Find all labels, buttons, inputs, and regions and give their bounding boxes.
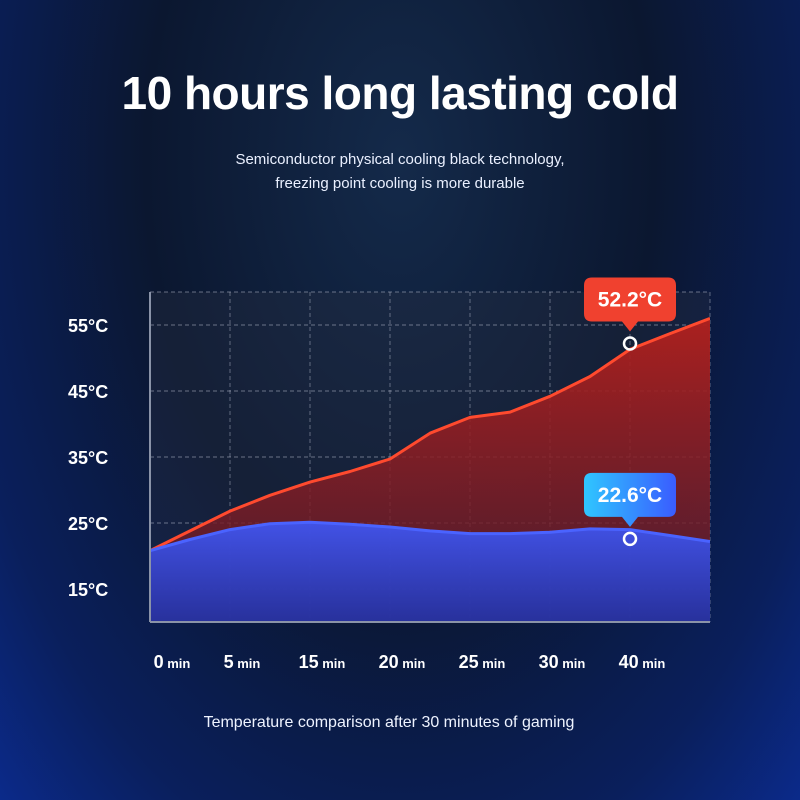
cool-series-area xyxy=(150,522,710,622)
hot-callout-label: 52.2°C xyxy=(598,288,662,311)
x-tick-label: 25 min xyxy=(459,652,506,672)
y-tick-label: 45°C xyxy=(68,382,108,402)
subtitle-line-1: Semiconductor physical cooling black tec… xyxy=(235,151,565,168)
page-title: 10 hours long lasting cold xyxy=(121,67,679,119)
subtitle-line-2: freezing point cooling is more durable xyxy=(275,175,525,192)
subtitle: Semiconductor physical cooling black tec… xyxy=(0,148,800,196)
cool-callout-bubble xyxy=(584,472,676,527)
x-tick-label: 20 min xyxy=(379,652,426,672)
hot-callout-marker xyxy=(622,336,638,351)
x-tick-label: 15 min xyxy=(299,652,346,672)
hot-callout-bubble xyxy=(584,277,676,332)
y-tick-label: 35°C xyxy=(68,448,108,468)
x-tick-label: 5 min xyxy=(224,652,261,672)
cool-series-line xyxy=(150,520,710,553)
cool-callout-marker xyxy=(622,531,638,547)
hot-series-line xyxy=(150,316,710,553)
x-tick-label: 40 min xyxy=(619,652,666,672)
y-tick-label: 15°C xyxy=(68,580,108,600)
x-tick-label: 30 min xyxy=(539,652,586,672)
x-tick-label: 0 min xyxy=(154,652,191,672)
chart-caption: Temperature comparison after 30 minutes … xyxy=(203,714,575,731)
y-tick-label: 25°C xyxy=(68,514,108,534)
cool-callout-label: 22.6°C xyxy=(598,484,662,507)
y-tick-label: 55°C xyxy=(68,316,108,336)
